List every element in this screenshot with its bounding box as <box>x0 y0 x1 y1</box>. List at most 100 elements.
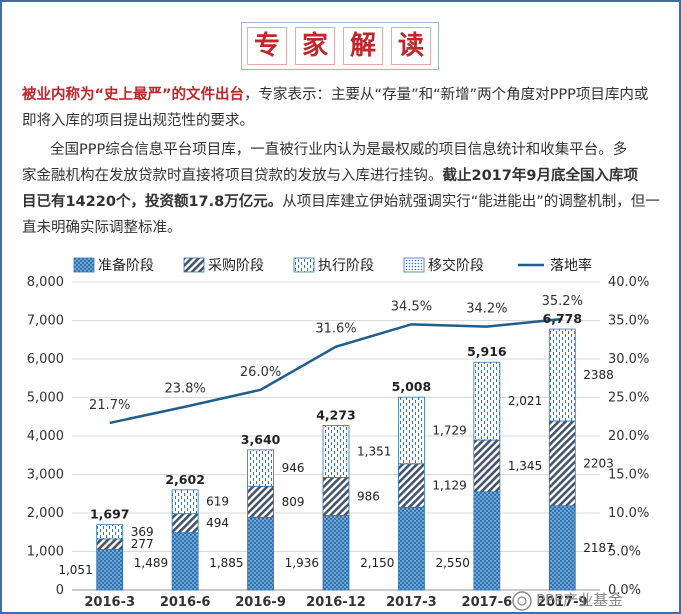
rate-line <box>109 317 563 425</box>
bar-segment <box>398 463 425 508</box>
bar-segment <box>247 485 274 518</box>
legend-label: 采购阶段 <box>208 258 264 274</box>
legend-label: 准备阶段 <box>98 257 154 274</box>
segment-label: 1,729 <box>432 423 466 437</box>
legend-swatch <box>73 257 95 273</box>
total-label: 1,697 <box>90 507 130 522</box>
bar-segment <box>473 361 501 441</box>
bar-segment <box>171 532 199 591</box>
segment-label: 1,936 <box>285 556 319 570</box>
y-left-tick-label: 4,000 <box>27 429 64 444</box>
segment-label: 986 <box>357 489 380 503</box>
total-label: 5,008 <box>392 379 432 394</box>
segment-label: 494 <box>206 516 229 530</box>
y-right-tick-label: 25.0% <box>608 391 649 406</box>
segment-label: 619 <box>206 495 229 509</box>
bar-segment <box>473 491 501 591</box>
segment-label: 277 <box>131 537 154 551</box>
rate-label: 35.2% <box>542 294 583 309</box>
segment-label: 1,051 <box>58 563 92 577</box>
x-tick-label: 2017-9 <box>537 595 588 610</box>
legend-label: 移交阶段 <box>428 257 484 274</box>
segment-label: 2203 <box>583 456 614 470</box>
total-label: 6,778 <box>543 311 583 326</box>
para2-line2: 家金融机构在发放贷款时直接将项目贷款的发放与入库进行挂钩。截止2017年9月底全… <box>22 164 638 188</box>
total-label: 2,602 <box>165 472 205 487</box>
para2-line3-normal: 从项目库建立伊始就强调实行“能进能出”的调整机制，但一 <box>282 194 660 210</box>
total-label: 3,640 <box>241 432 281 447</box>
para1-highlight: 被业内称为“史上最严”的文件出台 <box>22 87 245 103</box>
para2-line3-bold: 目已有14220个，投资额17.8万亿元。 <box>22 194 283 210</box>
legend-swatch <box>403 257 425 273</box>
rate-label: 21.7% <box>89 398 130 413</box>
legend-swatch <box>293 257 315 273</box>
y-right-tick-label: 0.0% <box>608 583 641 598</box>
x-tick-label: 2016-12 <box>306 595 366 610</box>
x-tick-label: 2016-3 <box>84 595 135 610</box>
title-char-3: 解 <box>343 27 383 65</box>
y-right-tick-label: 35.0% <box>608 314 649 329</box>
segment-label: 2,150 <box>360 556 394 570</box>
x-tick-label: 2017-3 <box>386 595 437 610</box>
y-right-tick-label: 5.0% <box>608 545 641 560</box>
wechat-logo-icon <box>512 591 532 611</box>
title-char-1: 专 <box>247 27 287 65</box>
y-left-tick-label: 6,000 <box>27 352 64 367</box>
bar-segment <box>171 489 199 515</box>
total-label: 4,273 <box>316 407 356 422</box>
segment-label: 2,021 <box>508 394 542 408</box>
y-left-tick-label: 2,000 <box>27 506 64 521</box>
bar-segment <box>548 505 576 591</box>
legend-label: 执行阶段 <box>318 258 374 274</box>
rate-label: 26.0% <box>240 365 281 380</box>
bar-segment <box>322 425 350 478</box>
segment-label: 2187 <box>583 541 614 555</box>
section-title-box: 专 家 解 读 <box>241 22 439 70</box>
bar-segment <box>548 328 576 422</box>
bar-segment <box>322 477 350 516</box>
segment-label: 2388 <box>583 368 614 382</box>
title-char-4: 读 <box>391 27 431 65</box>
segment-label: 946 <box>282 461 305 475</box>
x-tick-label: 2016-6 <box>160 595 211 610</box>
x-tick-label: 2016-9 <box>235 595 286 610</box>
y-left-tick-label: 3,000 <box>27 468 64 483</box>
title-char-2: 家 <box>295 27 335 65</box>
para2-line4: 直未明确实际调整标准。 <box>22 220 182 236</box>
bar-segment <box>322 515 350 591</box>
para2-line3: 目已有14220个，投资额17.8万亿元。从项目库建立伊始就强调实行“能进能出”… <box>22 190 660 214</box>
bar-segment <box>398 506 425 591</box>
para2-line1: 全国PPP综合信息平台项目库，一直被行业内认为是最权威的项目信息统计和收集平台。… <box>50 142 628 158</box>
segment-label: 1,345 <box>508 459 542 473</box>
y-left-tick-label: 1,000 <box>27 545 64 560</box>
bar-segment <box>96 524 124 540</box>
bar-segment <box>548 420 576 507</box>
bar-segment <box>398 396 425 465</box>
y-left-tick-label: 7,000 <box>27 314 64 329</box>
y-right-tick-label: 20.0% <box>608 429 649 444</box>
rate-label: 23.8% <box>164 382 205 397</box>
y-right-tick-label: 15.0% <box>608 468 649 483</box>
bar-segment <box>473 439 501 493</box>
segment-label: 1,489 <box>134 556 168 570</box>
legend-label: 落地率 <box>550 257 592 274</box>
para2-line2-bold: 截止2017年9月底全国入库项 <box>442 168 638 184</box>
segment-label: 809 <box>282 495 305 509</box>
rate-label: 31.6% <box>315 322 356 337</box>
bar-segment <box>247 517 274 591</box>
y-right-tick-label: 30.0% <box>608 352 649 367</box>
bar-segment <box>247 449 274 487</box>
chart-bars <box>96 328 576 591</box>
y-right-tick-label: 10.0% <box>608 506 649 521</box>
segment-label: 369 <box>131 525 154 539</box>
legend-swatch <box>183 257 205 273</box>
y-left-tick-label: 0 <box>56 583 64 598</box>
chart-legend: 准备阶段 采购阶段 执行阶段 移交阶段 落地率 <box>73 257 592 274</box>
segment-label: 1,885 <box>209 556 243 570</box>
chart-rate-line <box>109 317 563 425</box>
para2-line2-normal: 家金融机构在发放贷款时直接将项目贷款的发放与入库进行挂钩。 <box>22 168 443 184</box>
para1-line1: 被业内称为“史上最严”的文件出台，专家表示：主要从“存量”和“新增”两个角度对P… <box>22 83 648 107</box>
rate-label: 34.5% <box>391 299 432 314</box>
